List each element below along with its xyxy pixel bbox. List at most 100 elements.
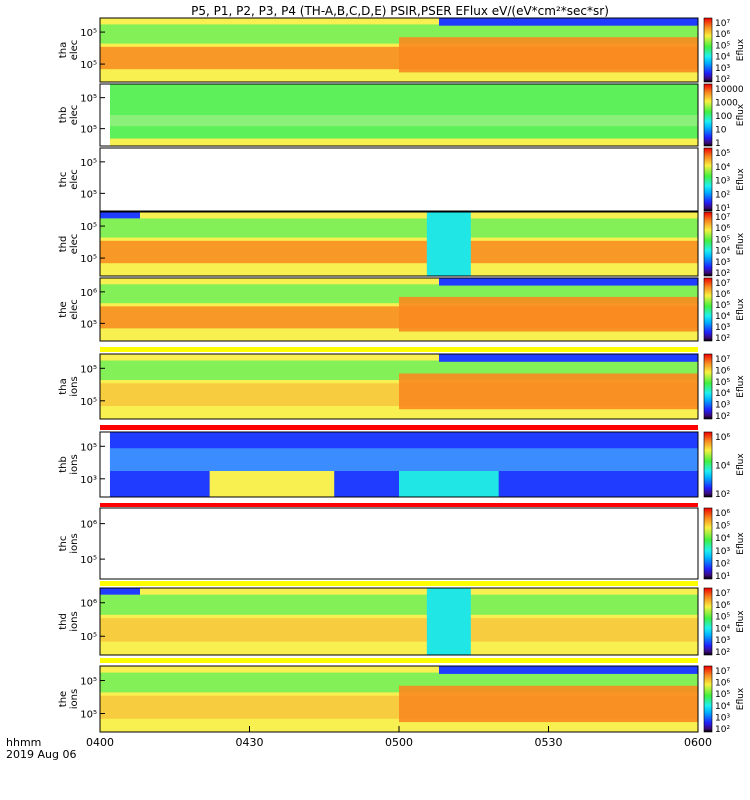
probe-label: thb (58, 456, 69, 473)
x-tick-label: 0400 (86, 736, 114, 749)
spectrogram-band (426, 212, 471, 276)
colorbar-tick-label: 10² (715, 490, 730, 500)
spectrogram-band (399, 471, 499, 497)
x-tick-label: 0530 (535, 736, 563, 749)
colorbar-label: Eflux (736, 453, 746, 476)
species-label: ions (69, 454, 80, 474)
colorbar (703, 211, 713, 277)
y-tick-label: 10⁵ (80, 555, 97, 566)
colorbar-tick-label: 10⁴ (715, 312, 730, 322)
colorbar-tick-label: 10² (715, 412, 730, 422)
colorbar-tick-label: 10⁶ (715, 433, 730, 443)
y-tick-label: 10⁵ (80, 254, 97, 265)
panel-frame (99, 353, 699, 420)
colorbar-tick-label: 1 (715, 139, 721, 149)
colorbar-tick-label: 10⁶ (715, 366, 730, 376)
colorbar (703, 665, 713, 733)
colorbar-tick-label: 10⁶ (715, 30, 730, 40)
species-label: ions (69, 611, 80, 631)
colorbar-tick-label: 10⁶ (715, 224, 730, 234)
quality-flag-stripe (100, 581, 698, 586)
spectrogram-band (100, 594, 698, 615)
y-tick-label: 10⁵ (80, 710, 97, 721)
colorbar-tick-label: 10¹ (715, 572, 730, 582)
y-tick-label: 10³ (80, 475, 97, 486)
y-tick-label: 10⁵ (80, 189, 97, 200)
spectrogram-band (426, 588, 471, 655)
colorbar-tick-label: 10³ (715, 636, 730, 646)
x-tick-label: 0500 (385, 736, 413, 749)
colorbar-tick-label: 10⁴ (715, 53, 730, 63)
colorbar-tick-label: 10⁵ (715, 149, 730, 159)
panels: thaelec10⁵10⁵10⁷10⁶10⁵10⁴10³10²Efluxthbe… (58, 17, 746, 735)
colorbar-tick-label: 10² (715, 334, 730, 344)
colorbar-tick-label: 10⁷ (715, 19, 730, 29)
spectrogram-band (439, 18, 698, 26)
spectrogram-band (109, 115, 698, 127)
y-tick-label: 10⁵ (80, 364, 97, 375)
spectrogram-band (100, 240, 698, 264)
panel-label: thaelec (58, 40, 80, 61)
probe-label: tha (58, 42, 69, 58)
spectrogram-band (100, 218, 698, 238)
x-axis: 0400 0430 0500 0530 0600 (86, 726, 712, 749)
spectrogram-band (109, 448, 698, 471)
colorbar-tick-label: 10⁷ (715, 213, 730, 223)
colorbar-tick-label: 10⁴ (715, 247, 730, 257)
colorbar-tick-label: 10³ (715, 177, 730, 187)
colorbar-tick-label: 10⁴ (715, 462, 730, 472)
panel-frame (99, 211, 699, 277)
colorbar-tick-label: 10⁶ (715, 601, 730, 611)
colorbar-tick-label: 10⁵ (715, 690, 730, 700)
species-label: ions (69, 689, 80, 709)
species-label: elec (69, 234, 80, 255)
colorbar-tick-label: 10³ (715, 547, 730, 557)
colorbar-tick-label: 10⁵ (715, 522, 730, 532)
colorbar-tick-label: 10² (715, 648, 730, 658)
figure-title: P5, P1, P2, P3, P4 (TH-A,B,C,D,E) PSIR,P… (191, 4, 609, 18)
colorbar-tick-label: 10⁴ (715, 624, 730, 634)
species-label: ions (69, 533, 80, 553)
spectrogram-band (109, 138, 698, 146)
colorbar (703, 587, 713, 656)
spectrogram-band (439, 354, 698, 362)
colorbar-tick-label: 10 (715, 126, 727, 136)
colorbar-tick-label: 10² (715, 269, 730, 279)
date-label: 2019 Aug 06 (6, 748, 76, 761)
panel-label: thdions (58, 611, 80, 631)
colorbar (703, 507, 713, 580)
colorbar-tick-label: 10⁶ (715, 509, 730, 519)
y-tick-label: 10⁵ (80, 632, 97, 643)
colorbar-tick-label: 10⁵ (715, 301, 730, 311)
probe-label: the (58, 301, 69, 317)
probe-label: thc (58, 536, 69, 552)
colorbar-label: Eflux (736, 168, 746, 191)
colorbar-tick-label: 10⁵ (715, 378, 730, 388)
colorbar-tick-label: 10⁷ (715, 279, 730, 289)
colorbar-tick-label: 10⁴ (715, 702, 730, 712)
colorbar-label: Eflux (736, 232, 746, 255)
y-tick-label: 10⁵ (80, 28, 97, 39)
y-tick-label: 10⁵ (80, 94, 97, 105)
colorbar-tick-label: 10⁵ (715, 235, 730, 245)
panel-frame (99, 431, 699, 498)
panel-label: thcions (58, 533, 80, 553)
spectrogram-band (439, 666, 698, 674)
probe-label: the (58, 691, 69, 707)
species-label: elec (69, 299, 80, 320)
colorbar (703, 277, 713, 342)
panel-label: theions (58, 689, 80, 709)
y-tick-label: 10⁵ (80, 677, 97, 688)
spectrogram-band (100, 618, 698, 642)
y-tick-label: 10⁵ (80, 397, 97, 408)
colorbar-tick-label: 10⁷ (715, 355, 730, 365)
colorbar-tick-label: 10³ (715, 323, 730, 333)
